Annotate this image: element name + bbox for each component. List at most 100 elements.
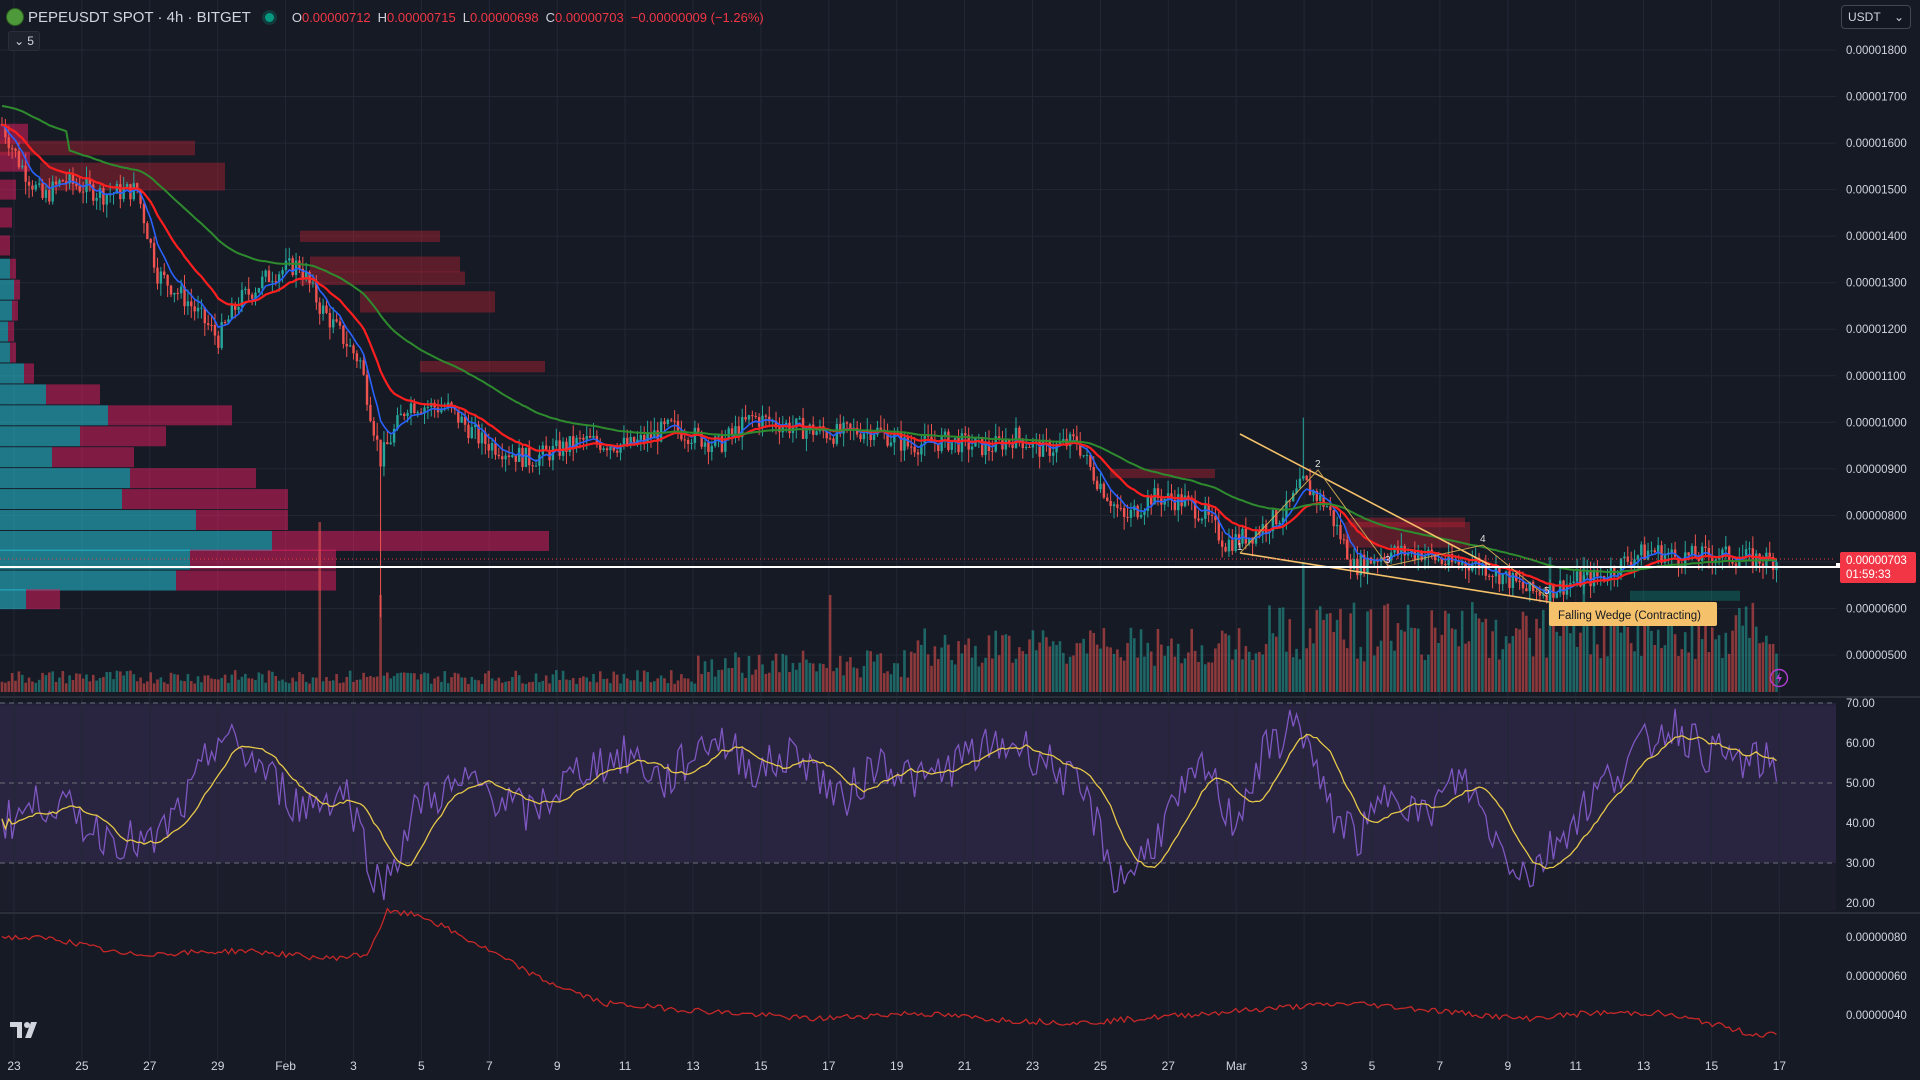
- candle-body: [261, 276, 264, 289]
- candle-body: [1278, 522, 1281, 525]
- candle-body: [132, 183, 136, 200]
- candle-body: [582, 437, 585, 440]
- candle-body: [730, 428, 734, 435]
- candle-body: [139, 189, 142, 204]
- volume-bar: [1072, 655, 1075, 692]
- volume-bar: [1694, 658, 1697, 692]
- volume-bar: [801, 650, 805, 692]
- volume-bar: [1126, 643, 1129, 692]
- volume-bar: [200, 682, 203, 692]
- candle-body: [991, 451, 994, 453]
- candle-body: [1629, 561, 1633, 566]
- candle-body: [75, 183, 78, 186]
- volume-bar: [1335, 619, 1339, 692]
- volume-bar: [504, 681, 507, 692]
- candle-body: [855, 427, 859, 435]
- vp-sell-bar: [122, 489, 288, 510]
- volume-bar: [852, 667, 856, 692]
- candle-body: [1156, 488, 1160, 499]
- volume-bar: [1092, 633, 1096, 692]
- chevron-down-icon: ⌄: [14, 34, 25, 48]
- candle-body: [159, 271, 163, 284]
- candle-body: [764, 415, 768, 417]
- candle-body: [152, 242, 156, 268]
- volume-bar: [832, 671, 835, 692]
- volume-bar: [991, 658, 994, 692]
- supply-zone: [360, 291, 495, 313]
- candle-body: [1048, 441, 1051, 456]
- candle-body: [1082, 455, 1085, 457]
- volume-bar: [230, 674, 234, 692]
- candle-body: [653, 430, 656, 439]
- candle-body: [484, 432, 487, 445]
- symbol-title[interactable]: PEPEUSDT SPOT · 4h · BITGET: [28, 8, 251, 26]
- volume-bar: [1663, 645, 1667, 692]
- volume-bar: [41, 672, 44, 692]
- vp-buy-bar: [0, 384, 46, 405]
- candle-body: [328, 312, 332, 328]
- candle-body: [267, 270, 271, 282]
- candle-body: [399, 413, 403, 416]
- candle-body: [1079, 443, 1082, 456]
- volume-bar: [173, 674, 176, 692]
- volume-bar: [666, 683, 670, 692]
- candle-body: [609, 446, 612, 451]
- candle-body: [355, 353, 359, 362]
- indicators-collapse-button[interactable]: ⌄ 5: [8, 31, 40, 51]
- candle-body: [1204, 505, 1207, 519]
- candle-body: [1068, 434, 1072, 447]
- volume-bar: [1281, 607, 1285, 692]
- candle-body: [1623, 556, 1626, 559]
- candle-body: [497, 454, 501, 457]
- x-tick-label: Mar: [1226, 1059, 1247, 1073]
- volume-bar: [1704, 614, 1707, 692]
- candle-body: [382, 442, 386, 467]
- candle-body: [886, 431, 889, 446]
- volume-bar: [1477, 618, 1481, 692]
- pattern-label-bg: [1549, 602, 1717, 626]
- vp-buy-bar: [0, 468, 130, 489]
- candle-body: [879, 427, 882, 430]
- volume-bar: [365, 677, 369, 692]
- candle-body: [1214, 515, 1217, 521]
- candle-body: [179, 286, 183, 294]
- candle-body: [1150, 496, 1153, 505]
- candle-body: [1636, 555, 1640, 560]
- volume-bar: [362, 672, 365, 692]
- candle-body: [1491, 576, 1494, 578]
- candle-body: [1031, 441, 1035, 448]
- volume-bar: [1538, 628, 1542, 692]
- volume-bar: [429, 683, 433, 692]
- volume-bar: [1007, 635, 1011, 692]
- currency-select[interactable]: USDT ⌄: [1841, 5, 1911, 29]
- volume-bar: [1535, 618, 1538, 692]
- volume-bar: [1183, 658, 1187, 692]
- volume-bar: [1001, 635, 1004, 692]
- candle-body: [315, 282, 318, 303]
- volume-bar: [1038, 642, 1041, 692]
- ema-slow-line: [1, 105, 1777, 574]
- price-axis-label: 0.00001300: [1846, 278, 1907, 290]
- market-status-dot-icon[interactable]: [264, 12, 274, 22]
- volume-bar: [696, 655, 700, 692]
- candle-body: [1481, 563, 1484, 569]
- volume-bar: [751, 674, 754, 692]
- candle-body: [264, 270, 267, 277]
- volume-bar: [1744, 606, 1748, 692]
- candle-body: [305, 271, 308, 279]
- volume-bar: [125, 671, 129, 692]
- volume-bar: [889, 674, 893, 692]
- volume-bar: [835, 667, 839, 692]
- volume-bar: [561, 670, 565, 692]
- volume-bar: [413, 673, 416, 692]
- candle-body: [1467, 567, 1471, 571]
- close-value: 0.00000703: [555, 9, 624, 25]
- volume-bar: [1119, 657, 1123, 692]
- candle-body: [1687, 552, 1690, 556]
- volume-bar: [609, 683, 612, 692]
- lightning-alert-icon[interactable]: [1769, 668, 1789, 688]
- volume-bar: [629, 680, 632, 692]
- volume-bar: [1200, 645, 1204, 692]
- volume-bar: [1011, 662, 1014, 692]
